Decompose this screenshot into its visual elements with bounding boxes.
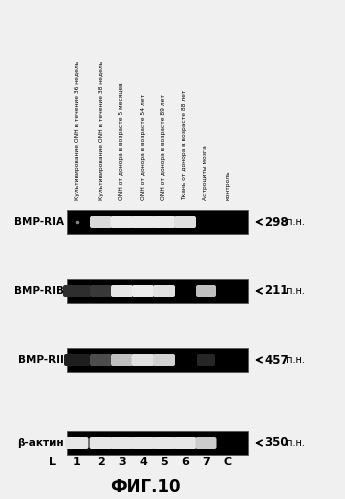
Bar bbox=[67, 431, 248, 455]
Bar bbox=[67, 348, 248, 372]
Text: BMP-RIB: BMP-RIB bbox=[14, 286, 64, 296]
FancyBboxPatch shape bbox=[66, 437, 89, 449]
FancyBboxPatch shape bbox=[152, 437, 176, 449]
FancyBboxPatch shape bbox=[89, 437, 112, 449]
Text: 211: 211 bbox=[264, 284, 288, 297]
Text: Ткань от донора в возрасте 88 лет: Ткань от донора в возрасте 88 лет bbox=[183, 90, 187, 200]
Text: C: C bbox=[224, 457, 232, 467]
FancyBboxPatch shape bbox=[110, 216, 134, 228]
FancyBboxPatch shape bbox=[111, 285, 133, 297]
Text: ФИГ.10: ФИГ.10 bbox=[110, 478, 180, 496]
Text: ONH от донора в возрасте 54 лет: ONH от донора в возрасте 54 лет bbox=[140, 94, 146, 200]
Text: 2: 2 bbox=[97, 457, 105, 467]
FancyBboxPatch shape bbox=[90, 216, 112, 228]
FancyBboxPatch shape bbox=[90, 285, 112, 297]
Text: п.н.: п.н. bbox=[283, 286, 305, 296]
Text: контроль: контроль bbox=[226, 170, 230, 200]
FancyBboxPatch shape bbox=[196, 285, 216, 297]
Text: п.н.: п.н. bbox=[283, 217, 305, 227]
FancyBboxPatch shape bbox=[90, 354, 112, 366]
FancyBboxPatch shape bbox=[64, 354, 90, 366]
Text: 457: 457 bbox=[264, 353, 289, 366]
Text: Культивирование ONH в течение 38 недель: Культивирование ONH в течение 38 недель bbox=[99, 61, 103, 200]
Text: 1: 1 bbox=[73, 457, 81, 467]
FancyBboxPatch shape bbox=[196, 437, 217, 449]
Text: ONH от донора в возрасте 89 лет: ONH от донора в возрасте 89 лет bbox=[161, 94, 167, 200]
Text: BMP-RII: BMP-RII bbox=[18, 355, 64, 365]
Text: 298: 298 bbox=[264, 216, 289, 229]
Bar bbox=[67, 210, 248, 234]
FancyBboxPatch shape bbox=[152, 216, 176, 228]
Bar bbox=[67, 279, 248, 303]
Text: 6: 6 bbox=[181, 457, 189, 467]
Text: ONH от донора в возрасте 5 месяцев: ONH от донора в возрасте 5 месяцев bbox=[119, 82, 125, 200]
FancyBboxPatch shape bbox=[131, 354, 155, 366]
Text: п.н.: п.н. bbox=[283, 355, 305, 365]
Text: Астроциты мозга: Астроциты мозга bbox=[204, 145, 208, 200]
FancyBboxPatch shape bbox=[110, 437, 134, 449]
FancyBboxPatch shape bbox=[68, 216, 86, 228]
FancyBboxPatch shape bbox=[132, 285, 154, 297]
FancyBboxPatch shape bbox=[174, 216, 196, 228]
Text: β-актин: β-актин bbox=[17, 438, 64, 448]
FancyBboxPatch shape bbox=[131, 216, 155, 228]
Text: 350: 350 bbox=[264, 437, 288, 450]
Text: Культивирование ONH в течение 36 недель: Культивирование ONH в течение 36 недель bbox=[75, 61, 79, 200]
FancyBboxPatch shape bbox=[197, 354, 215, 366]
FancyBboxPatch shape bbox=[174, 437, 197, 449]
Text: L: L bbox=[49, 457, 56, 467]
Text: 4: 4 bbox=[139, 457, 147, 467]
FancyBboxPatch shape bbox=[111, 354, 133, 366]
FancyBboxPatch shape bbox=[63, 285, 91, 297]
Text: п.н.: п.н. bbox=[283, 438, 305, 448]
Text: 5: 5 bbox=[160, 457, 168, 467]
Text: BMP-RIA: BMP-RIA bbox=[14, 217, 64, 227]
FancyBboxPatch shape bbox=[131, 437, 155, 449]
FancyBboxPatch shape bbox=[153, 354, 175, 366]
FancyBboxPatch shape bbox=[153, 285, 175, 297]
Text: 3: 3 bbox=[118, 457, 126, 467]
Text: 7: 7 bbox=[202, 457, 210, 467]
